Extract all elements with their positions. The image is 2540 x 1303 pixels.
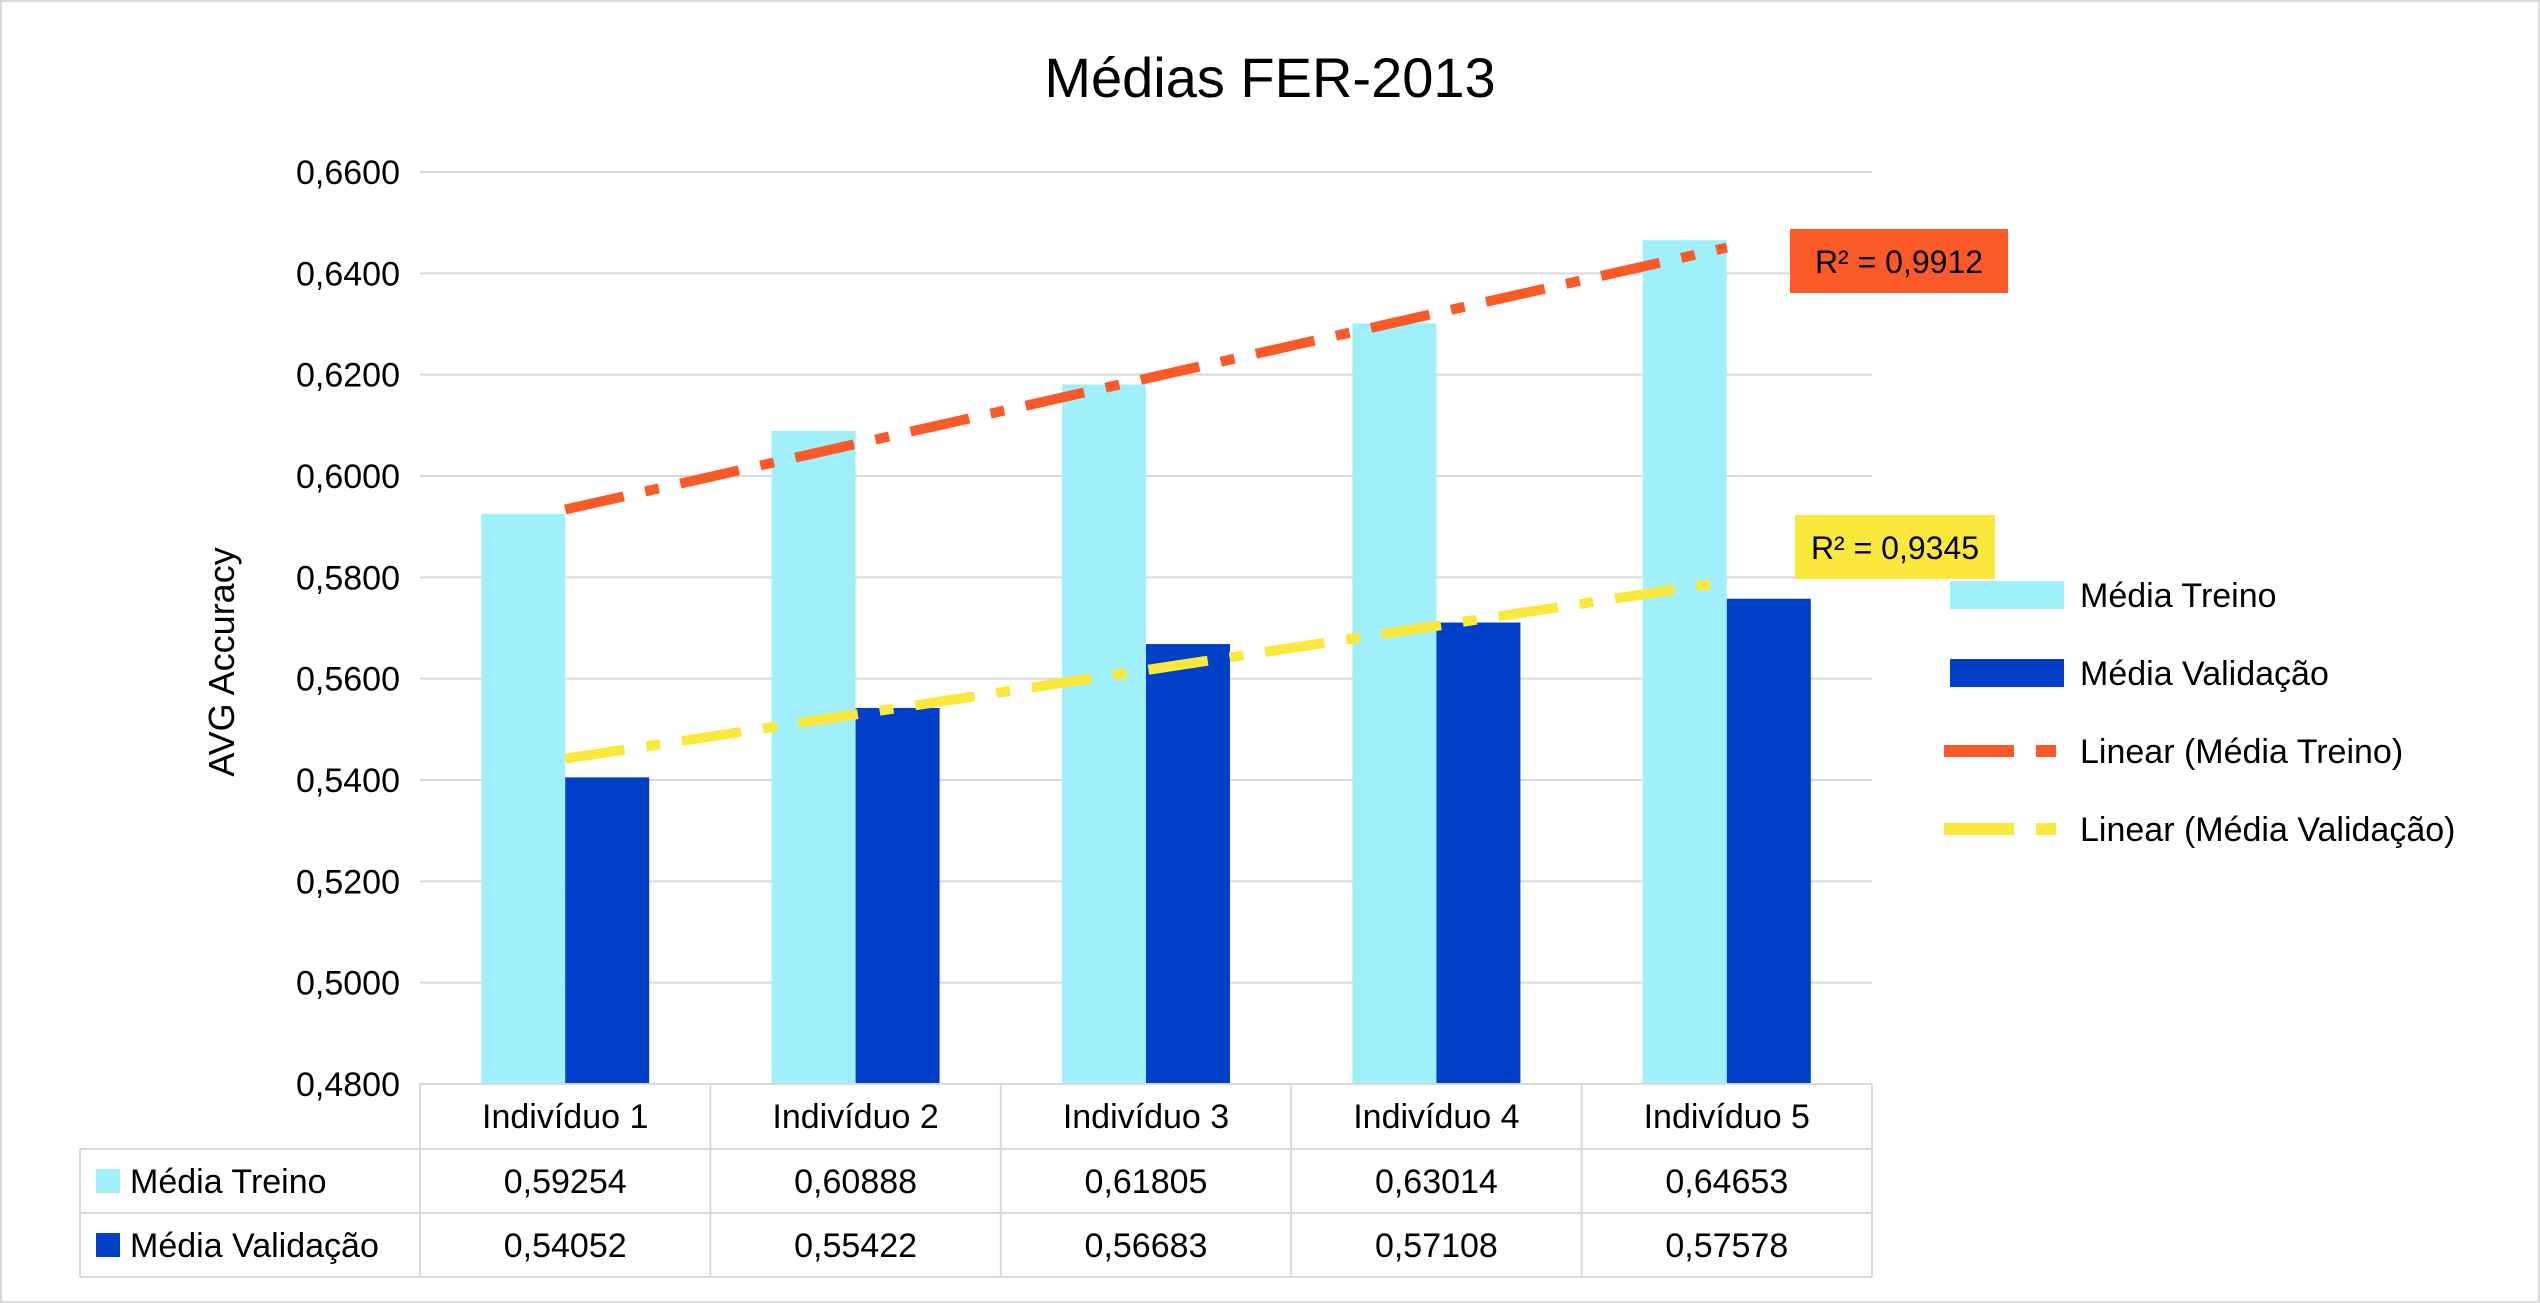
trendlines [564, 242, 1728, 764]
y-tick-label: 0,6400 [296, 255, 400, 293]
trendline-validacao [564, 576, 1728, 764]
x-tick-label: Indivíduo 1 [482, 1098, 648, 1136]
bar-validacao [1436, 622, 1521, 1084]
table-cell: 0,60888 [794, 1163, 917, 1201]
bar-treino [481, 513, 566, 1084]
y-tick-label: 0,5800 [296, 559, 400, 597]
legend-label: Linear (Média Treino) [2080, 733, 2403, 771]
bar-treino [1062, 384, 1146, 1085]
table-row-label: Média Validação [130, 1227, 379, 1265]
bar-treino [1642, 240, 1727, 1085]
bar-validacao [565, 777, 650, 1084]
y-tick-label: 0,5200 [296, 863, 400, 901]
table-row-label: Média Treino [130, 1163, 327, 1201]
x-tick-label: Indivíduo 3 [1063, 1098, 1229, 1136]
table-cell: 0,64653 [1665, 1163, 1788, 1201]
y-tick-label: 0,6000 [296, 458, 400, 496]
bar-validacao [1726, 598, 1811, 1084]
bar-treino [771, 431, 856, 1084]
y-tick-label: 0,5600 [296, 661, 400, 699]
legend-label: Média Validação [2080, 655, 2329, 693]
r2-label-box [1790, 229, 2008, 293]
table-cell: 0,61805 [1085, 1163, 1208, 1201]
legend-swatch [1950, 659, 2064, 687]
r-squared-labels: R² = 0,9912 R² = 0,9345 [1790, 229, 2008, 579]
y-tick-label: 0,4800 [296, 1066, 400, 1104]
data-table: Indivíduo 1 Indivíduo 2 Indivíduo 3 Indivíd… [79, 1083, 1873, 1278]
table-cell: 0,55422 [794, 1227, 917, 1265]
legend: Média Treino Média Validação Linear (Média… [1944, 577, 2455, 849]
y-tick-label: 0,5000 [296, 965, 400, 1003]
y-tick-label: 0,6200 [296, 357, 400, 395]
y-axis-label: AVG Accuracy [201, 547, 242, 776]
table-legend-key [96, 1233, 120, 1257]
legend-label: Linear (Média Validação) [2080, 811, 2455, 849]
table-cell: 0,57578 [1665, 1227, 1788, 1265]
r2-label: R² = 0,9912 [1815, 244, 1983, 280]
x-tick-label: Indivíduo 2 [772, 1098, 938, 1136]
bar-validacao [855, 707, 940, 1084]
table-cell: 0,59254 [504, 1163, 627, 1201]
y-tick-label: 0,5400 [296, 762, 400, 800]
table-cell: 0,57108 [1375, 1227, 1498, 1265]
table-cell: 0,56683 [1085, 1227, 1208, 1265]
bar-treino [1352, 323, 1437, 1085]
x-tick-label: Indivíduo 4 [1353, 1098, 1519, 1136]
y-tick-label: 0,6600 [296, 154, 400, 192]
x-tick-label: Indivíduo 5 [1644, 1098, 1810, 1136]
table-cell: 0,54052 [504, 1227, 627, 1265]
table-cell: 0,63014 [1375, 1163, 1498, 1201]
legend-label: Média Treino [2080, 577, 2277, 615]
r2-label: R² = 0,9345 [1811, 530, 1979, 566]
bars [481, 240, 1811, 1085]
bar-validacao [1146, 644, 1230, 1084]
table-legend-key [96, 1169, 120, 1193]
chart-title: Médias FER-2013 [1044, 46, 1495, 109]
legend-swatch [1950, 581, 2064, 609]
trendline-treino [564, 242, 1728, 515]
y-tick-labels: 0,4800 0,5000 0,5200 0,5400 0,5600 0,5800 0,60… [296, 154, 400, 1104]
r2-label-box [1795, 515, 1995, 579]
